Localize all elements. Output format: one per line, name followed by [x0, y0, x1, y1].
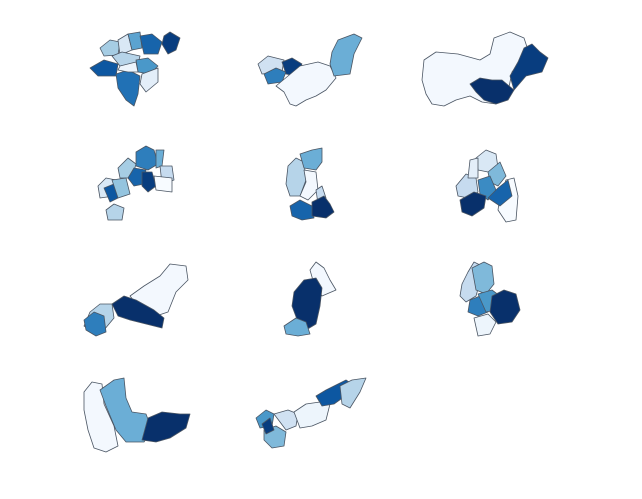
region — [299, 147, 323, 171]
region — [283, 317, 311, 337]
region — [111, 295, 165, 329]
panel-2 — [257, 33, 363, 107]
region — [105, 203, 125, 221]
region — [339, 377, 367, 409]
region — [455, 173, 479, 199]
region — [135, 145, 159, 171]
panel-1 — [89, 31, 181, 107]
region — [111, 177, 131, 199]
region — [489, 289, 521, 325]
region — [155, 149, 165, 169]
region — [293, 401, 331, 429]
region — [311, 195, 335, 219]
region — [139, 33, 163, 55]
region — [141, 411, 191, 443]
region — [117, 61, 139, 73]
region — [421, 31, 529, 107]
region — [471, 261, 495, 295]
panel-5 — [285, 147, 335, 221]
region — [299, 169, 319, 201]
panel-6 — [455, 149, 519, 223]
region — [459, 191, 487, 217]
region — [141, 171, 157, 193]
region — [139, 67, 159, 93]
region — [83, 311, 107, 337]
region — [467, 157, 479, 179]
region — [161, 31, 181, 55]
panel-8 — [283, 261, 337, 337]
region — [127, 167, 147, 187]
panel-10 — [83, 377, 191, 453]
region — [289, 199, 315, 221]
panel-7 — [83, 263, 189, 337]
region — [469, 77, 515, 105]
region — [487, 179, 513, 207]
panel-9 — [459, 261, 521, 337]
region — [275, 61, 337, 107]
panel-11 — [255, 377, 367, 449]
region — [291, 277, 323, 331]
region — [83, 381, 119, 453]
region — [263, 67, 287, 85]
region — [473, 313, 497, 337]
panel-3 — [421, 31, 549, 107]
region — [329, 33, 363, 77]
region — [115, 69, 141, 107]
region — [509, 43, 549, 91]
region — [89, 59, 119, 77]
region — [127, 31, 143, 51]
region — [261, 417, 275, 435]
region — [153, 175, 173, 193]
panel-4 — [97, 145, 175, 221]
